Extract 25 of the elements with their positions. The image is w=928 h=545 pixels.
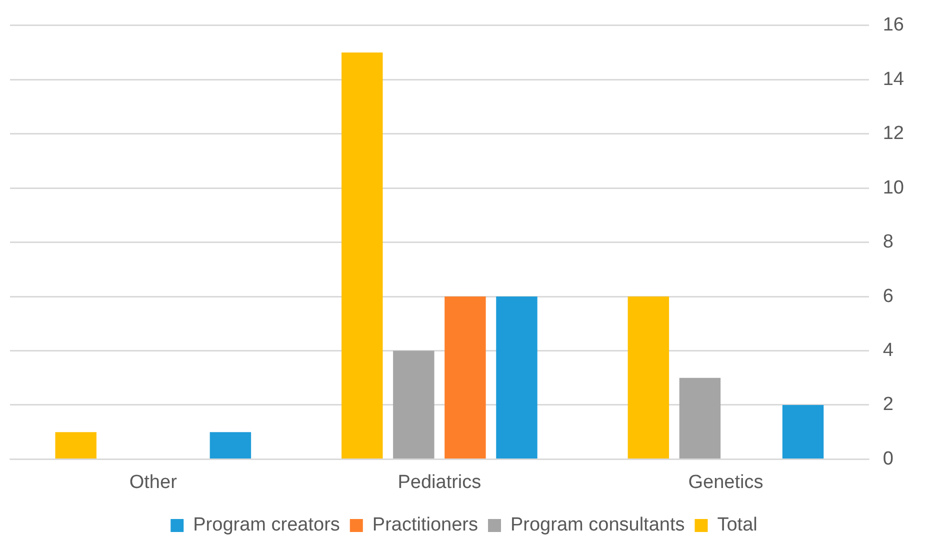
bar <box>782 404 824 458</box>
x-tick-label: Other <box>129 472 178 493</box>
legend-label: Program creators <box>193 514 340 536</box>
legend-label: Program consultants <box>510 514 685 536</box>
y-tick-label: 2 <box>882 394 894 416</box>
bar <box>496 296 538 458</box>
bar <box>55 432 96 458</box>
bar <box>342 52 383 458</box>
y-tick-label: 8 <box>882 232 894 253</box>
y-tick-label: 10 <box>882 177 904 198</box>
bar <box>210 432 252 458</box>
bar <box>444 296 486 458</box>
x-tick-label: Genetics <box>688 472 764 493</box>
bar <box>679 378 721 458</box>
y-tick-label: 16 <box>882 14 904 36</box>
y-tick-label: 6 <box>882 286 894 307</box>
bar <box>393 350 434 458</box>
bar <box>628 296 670 458</box>
legend-label: Practitioners <box>372 514 478 536</box>
y-tick-label: 4 <box>882 340 894 361</box>
y-tick-label: 14 <box>882 68 904 90</box>
x-tick-label: Pediatrics <box>398 472 482 493</box>
y-tick-label: 0 <box>882 448 894 470</box>
legend-label: Total <box>717 514 758 536</box>
y-tick-label: 12 <box>882 123 904 144</box>
